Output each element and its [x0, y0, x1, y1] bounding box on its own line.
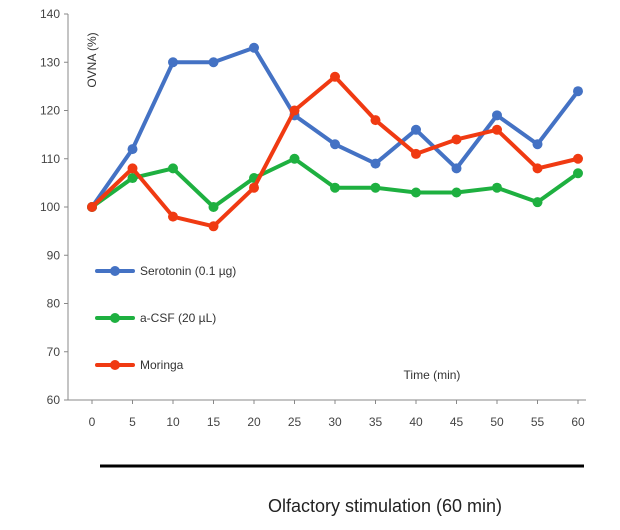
legend-label: a-CSF (20 µL) [140, 311, 216, 325]
legend-item: Moringa [95, 358, 184, 372]
x-tick-label: 35 [369, 415, 383, 429]
x-tick-label: 15 [207, 415, 221, 429]
y-tick-label: 100 [40, 200, 60, 214]
y-tick-label: 80 [47, 297, 61, 311]
data-point [87, 202, 97, 212]
x-tick-label: 45 [450, 415, 464, 429]
data-point [127, 144, 138, 155]
y-tick-label: 140 [40, 7, 60, 21]
data-point [330, 139, 340, 150]
data-point [451, 187, 462, 198]
data-point [289, 105, 300, 116]
data-point [127, 163, 138, 174]
data-point [330, 71, 340, 82]
data-point [168, 57, 178, 68]
data-point [492, 182, 502, 193]
data-point [330, 182, 340, 193]
y-axis-label: OVNA (%) [85, 32, 99, 87]
data-point [208, 57, 219, 68]
y-tick-label: 110 [41, 152, 60, 166]
x-tick-labels: 0 5 10 15 20 25 30 35 40 45 50 55 60 [89, 400, 585, 429]
data-point [370, 115, 381, 126]
legend-label: Serotonin (0.1 µg) [140, 264, 236, 278]
x-tick-label: 40 [409, 415, 423, 429]
axes [67, 14, 586, 401]
x-tick-label: 60 [571, 415, 585, 429]
data-point [532, 163, 543, 174]
data-point [168, 163, 178, 174]
data-point [573, 153, 583, 164]
data-point [573, 86, 583, 97]
x-tick-label: 55 [531, 415, 545, 429]
data-point [289, 153, 300, 164]
data-point [411, 187, 421, 198]
data-point [532, 197, 543, 208]
x-tick-label: 20 [247, 415, 261, 429]
data-point [127, 173, 138, 184]
data-point [208, 221, 219, 232]
data-point [168, 211, 178, 222]
x-tick-label: 10 [166, 415, 180, 429]
x-tick-label: 30 [328, 415, 342, 429]
legend-label: Moringa [140, 358, 184, 372]
legend-item: a-CSF (20 µL) [95, 311, 216, 325]
legend-item: Serotonin (0.1 µg) [95, 264, 236, 278]
y-tick-label: 60 [47, 393, 61, 407]
x-tick-label: 5 [129, 415, 136, 429]
data-point [411, 124, 421, 135]
legend-swatch-marker [110, 266, 120, 276]
series-line [90, 74, 580, 229]
series-2 [87, 71, 583, 232]
x-tick-label: 50 [490, 415, 504, 429]
legend-swatch-marker [110, 313, 120, 323]
y-tick-label: 70 [47, 345, 61, 359]
data-point [492, 110, 502, 121]
x-tick-label: 25 [288, 415, 302, 429]
stimulation-caption: Olfactory stimulation (60 min) [268, 496, 502, 516]
data-point [411, 148, 421, 159]
y-tick-label: 130 [40, 55, 60, 69]
y-tick-label: 120 [40, 104, 60, 118]
series-lines [87, 42, 583, 232]
data-point [249, 182, 259, 193]
data-point [451, 134, 462, 145]
data-point [492, 124, 502, 135]
legend: Serotonin (0.1 µg) a-CSF (20 µL) Moringa [95, 264, 236, 372]
data-point [370, 158, 381, 169]
y-tick-label: 90 [47, 248, 61, 262]
data-point [370, 182, 381, 193]
y-tick-labels: 60 70 80 90 100 110 120 130 140 [40, 7, 68, 407]
data-point [451, 163, 462, 174]
data-point [208, 202, 219, 212]
series-1 [87, 153, 583, 212]
x-axis-label: Time (min) [404, 368, 461, 382]
data-point [573, 168, 583, 179]
legend-swatch-marker [110, 360, 120, 370]
series-0 [87, 42, 583, 212]
x-tick-label: 0 [89, 415, 96, 429]
data-point [249, 42, 259, 53]
data-point [532, 139, 543, 150]
